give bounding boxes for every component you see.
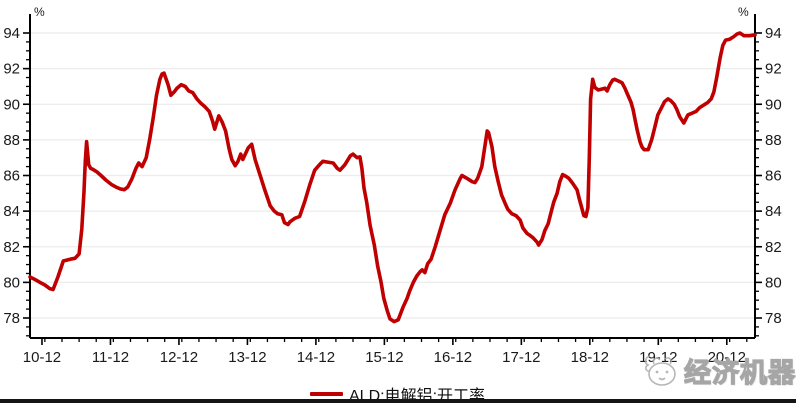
- y-axis-tick-label: 92: [3, 61, 20, 78]
- y-axis-tick-label: 84: [3, 203, 20, 220]
- y-axis-tick-label: 80: [3, 274, 20, 291]
- x-axis-tick-label: 12-12: [160, 349, 198, 366]
- y-axis-unit-right: %: [738, 5, 749, 19]
- y-axis-tick-label: 94: [765, 25, 782, 42]
- series-line: [28, 31, 757, 324]
- y-axis-tick-label: 94: [3, 25, 20, 42]
- y-axis-tick-label: 92: [765, 61, 782, 78]
- x-axis-tick-label: 13-12: [228, 349, 266, 366]
- x-axis-tick-label: 10-12: [23, 349, 61, 366]
- y-axis-tick-label: 86: [3, 168, 20, 185]
- y-axis-unit-left: %: [34, 5, 45, 19]
- x-axis-tick-label: 20-12: [708, 349, 746, 366]
- y-axis-tick-label: 86: [765, 168, 782, 185]
- x-axis-tick-label: 19-12: [639, 349, 677, 366]
- x-axis-tick-label: 16-12: [434, 349, 472, 366]
- bottom-divider: [0, 399, 796, 403]
- y-axis-tick-label: 90: [765, 96, 782, 113]
- y-axis-tick-label: 82: [765, 239, 782, 256]
- y-axis-tick-label: 88: [3, 132, 20, 149]
- y-axis-tick-label: 80: [765, 274, 782, 291]
- y-axis-tick-label: 88: [765, 132, 782, 149]
- y-axis-tick-label: 82: [3, 239, 20, 256]
- y-axis-tick-label: 90: [3, 96, 20, 113]
- legend-line-swatch: [310, 392, 343, 396]
- x-axis-tick-label: 15-12: [365, 349, 403, 366]
- y-axis-tick-label: 78: [765, 310, 782, 327]
- x-axis-tick-label: 11-12: [92, 349, 129, 366]
- x-axis-tick-label: 17-12: [502, 349, 540, 366]
- x-axis-tick-label: 18-12: [571, 349, 609, 366]
- y-axis-tick-label: 84: [765, 203, 782, 220]
- y-axis-tick-label: 78: [3, 310, 20, 327]
- x-axis-tick-label: 14-12: [297, 349, 335, 366]
